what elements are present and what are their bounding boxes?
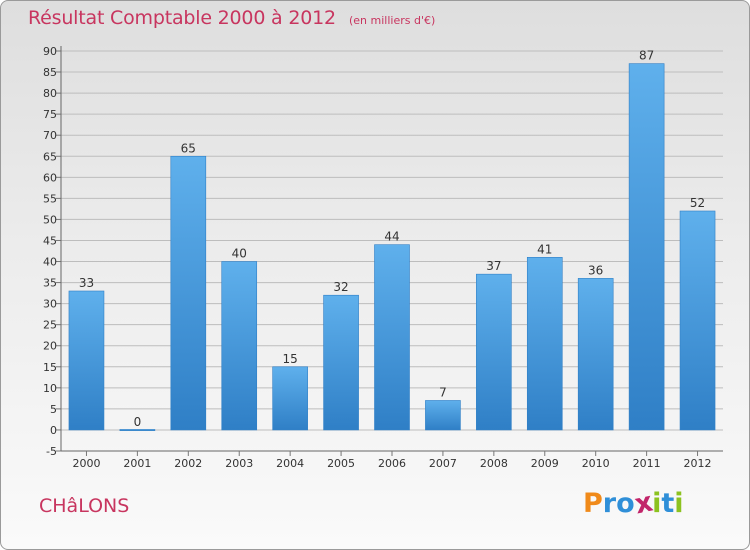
logo-letter: r — [602, 488, 617, 519]
y-tick-label: 10 — [43, 382, 57, 395]
x-tick-label: 2003 — [225, 457, 253, 470]
x-tick-label: 2008 — [480, 457, 508, 470]
proxiti-logo: Proxiti — [583, 487, 684, 521]
bar-value-label: 37 — [486, 259, 501, 273]
city-name: CHâLONS — [39, 495, 130, 517]
y-tick-label: 20 — [43, 340, 57, 353]
bar-value-label: 87 — [639, 49, 654, 63]
bar-value-label: 7 — [439, 385, 447, 399]
chart-subtitle: (en milliers d'€) — [348, 14, 436, 27]
bar-2002 — [170, 155, 207, 431]
y-tick-label: 75 — [43, 108, 57, 121]
bar-value-label: 41 — [537, 242, 552, 256]
y-tick-label: 30 — [43, 298, 57, 311]
bar-2010 — [577, 278, 614, 431]
y-tick-label: 60 — [43, 171, 57, 184]
x-tick-label: 2007 — [429, 457, 457, 470]
bar-2003 — [221, 261, 258, 431]
bar-2011 — [628, 63, 665, 431]
chart-title-row: Résultat Comptable 2000 à 2012 (en milli… — [28, 7, 435, 29]
bar-2000 — [68, 290, 105, 431]
y-tick-label: 5 — [50, 403, 57, 416]
x-tick-label: 2004 — [276, 457, 304, 470]
y-tick-label: -5 — [46, 445, 57, 458]
bar-value-label: 44 — [384, 230, 399, 244]
y-tick-label: 80 — [43, 87, 57, 100]
logo-letter: o — [616, 488, 635, 519]
y-tick-label: 15 — [43, 361, 57, 374]
bar-2012 — [679, 210, 716, 431]
logo-letter: t — [661, 488, 675, 519]
bar-value-label: 65 — [181, 141, 196, 155]
bar-2001 — [119, 429, 156, 431]
y-tick-label: 65 — [43, 150, 57, 163]
bar-2008 — [476, 273, 512, 431]
bar-2006 — [374, 244, 410, 431]
y-tick-label: 25 — [43, 319, 57, 332]
bar-value-label: 0 — [134, 415, 142, 429]
y-tick-label: 0 — [50, 424, 57, 437]
bar-value-label: 33 — [79, 276, 94, 290]
y-tick-label: 55 — [43, 192, 57, 205]
y-tick-label: 45 — [43, 234, 57, 247]
x-tick-label: 2012 — [684, 457, 712, 470]
logo-letter: P — [583, 488, 603, 519]
logo-letter: i — [652, 488, 662, 519]
y-tick-label: 70 — [43, 129, 57, 142]
bar-value-label: 32 — [333, 280, 348, 294]
x-tick-label: 2009 — [531, 457, 559, 470]
bar-value-label: 40 — [232, 247, 247, 261]
chart-title: Résultat Comptable 2000 à 2012 — [28, 7, 336, 29]
x-tick-label: 2011 — [633, 457, 661, 470]
logo-letter: i — [674, 488, 684, 519]
y-tick-label: 50 — [43, 213, 57, 226]
x-tick-label: 2010 — [582, 457, 610, 470]
bar-value-label: 36 — [588, 263, 603, 277]
bar-value-label: 15 — [283, 352, 298, 366]
y-tick-label: 90 — [43, 45, 57, 58]
bar-2007 — [425, 400, 461, 431]
bar-2004 — [272, 366, 308, 431]
bar-2005 — [323, 294, 359, 431]
x-tick-label: 2006 — [378, 457, 406, 470]
bar-2009 — [526, 257, 563, 431]
x-tick-label: 2000 — [72, 457, 100, 470]
y-tick-label: 85 — [43, 66, 57, 79]
y-tick-label: 40 — [43, 256, 57, 269]
y-tick-label: 35 — [43, 277, 57, 290]
x-tick-label: 2005 — [327, 457, 355, 470]
x-tick-label: 2001 — [123, 457, 151, 470]
bar-value-label: 52 — [690, 196, 705, 210]
x-tick-label: 2002 — [174, 457, 202, 470]
